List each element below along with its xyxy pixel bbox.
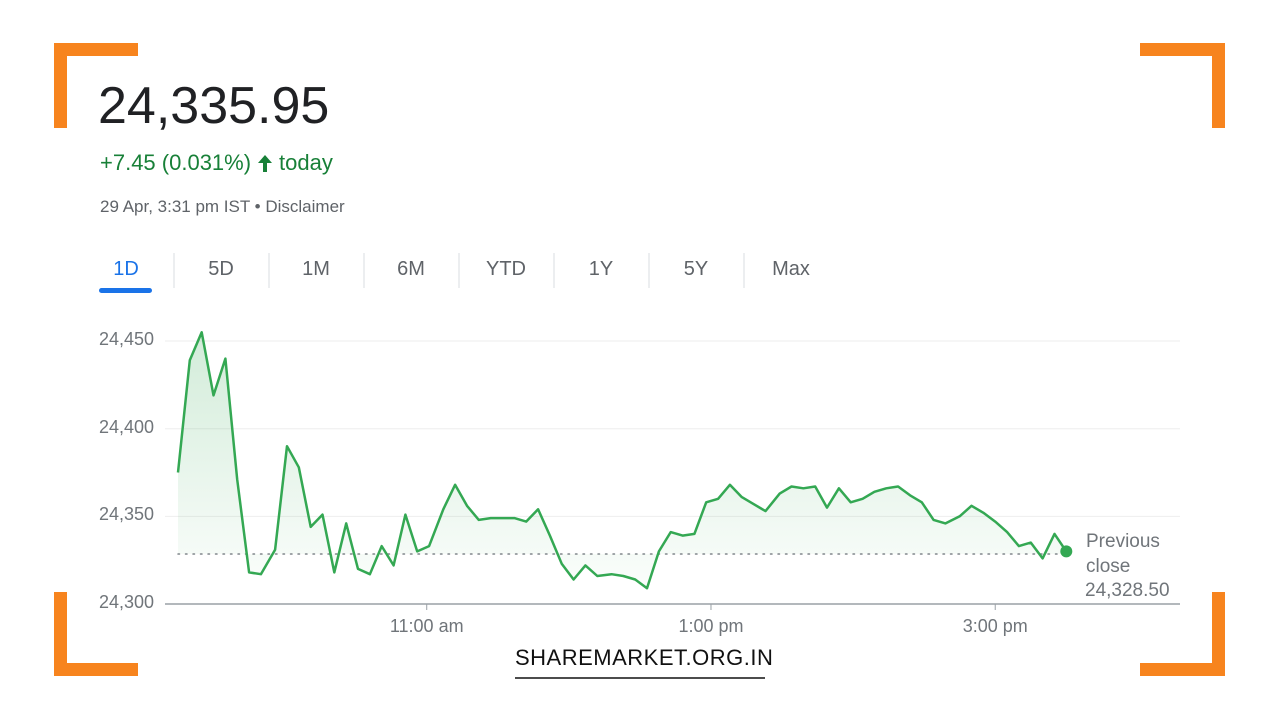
change-suffix: today <box>279 150 333 175</box>
x-tick-label: 11:00 am <box>389 616 464 636</box>
active-tab-indicator <box>99 288 152 293</box>
time-range-tab[interactable]: 1D <box>113 258 139 280</box>
time-range-tab[interactable]: Max <box>772 258 810 280</box>
change-row: +7.45 (0.031%) today <box>100 150 333 176</box>
y-tick-label: 24,400 <box>99 416 155 437</box>
time-range-tab[interactable]: 5Y <box>683 258 709 280</box>
watermark: SHAREMARKET.ORG.IN <box>515 645 774 670</box>
change: +7.45 (0.031%) <box>100 150 252 175</box>
timestamp: 29 Apr, 3:31 pm IST • Disclaimer <box>100 197 345 216</box>
last-point <box>1060 545 1073 558</box>
previous-close-value: 24,328.50 <box>1085 580 1170 601</box>
y-tick-label: 24,300 <box>99 592 155 612</box>
time-range-tab[interactable]: YTD <box>486 258 526 280</box>
previous-close-label: Previous close <box>1086 531 1160 577</box>
price: 24,335.95 <box>98 77 330 135</box>
price-line <box>176 331 1068 590</box>
y-tick-label: 24,350 <box>99 504 155 525</box>
time-range-tab[interactable]: 1Y <box>588 258 614 280</box>
x-tick-label: 1:00 pm <box>678 616 744 636</box>
time-range-tab[interactable]: 6M <box>397 258 425 280</box>
time-range-tab[interactable]: 5D <box>208 258 234 280</box>
y-tick-label: 24,450 <box>99 329 155 350</box>
up-arrow <box>258 155 273 172</box>
time-range-tab[interactable]: 1M <box>302 258 330 280</box>
x-tick-label: 3:00 pm <box>962 616 1028 636</box>
area <box>178 332 1067 589</box>
corner-brackets <box>54 43 1225 676</box>
